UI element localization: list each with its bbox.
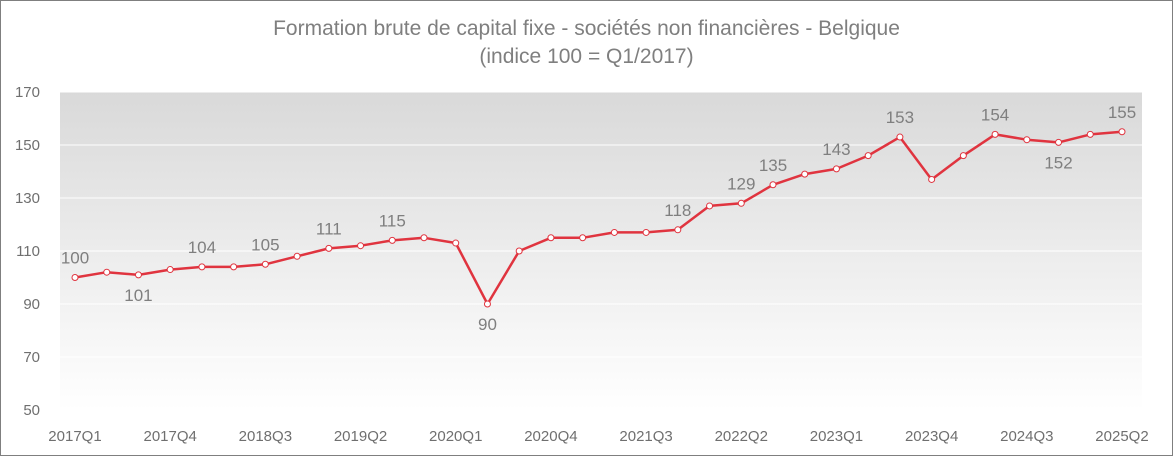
data-point: [579, 234, 587, 242]
data-point: [261, 260, 269, 268]
x-tick-label: 2025Q2: [1095, 428, 1148, 445]
data-label: 115: [379, 211, 406, 230]
data-point: [325, 244, 333, 252]
x-tick-label: 2019Q2: [334, 428, 387, 445]
data-point: [452, 239, 460, 247]
data-point: [230, 263, 238, 271]
data-label: 100: [61, 249, 89, 268]
y-tick-label: 110: [16, 243, 40, 260]
data-label: 152: [1044, 153, 1072, 172]
data-point: [801, 170, 809, 178]
data-point: [1118, 128, 1126, 136]
data-point: [483, 300, 491, 308]
x-tick-label: 2022Q2: [715, 428, 768, 445]
series-line: [74, 130, 1123, 306]
x-tick-label: 2020Q1: [429, 428, 482, 445]
data-point: [198, 263, 206, 271]
x-tick-label: 2020Q4: [524, 428, 577, 445]
data-point: [71, 274, 79, 281]
data-point: [610, 228, 618, 236]
y-tick-label: 90: [23, 296, 40, 313]
data-label: 101: [124, 286, 152, 305]
data-label: 105: [251, 235, 279, 254]
data-point: [674, 226, 682, 234]
data-label: 143: [822, 140, 850, 159]
data-point: [864, 152, 872, 160]
data-point: [991, 130, 999, 138]
data-point: [1086, 130, 1094, 138]
data-label: 155: [1108, 103, 1136, 122]
x-tick-label: 2021Q3: [619, 428, 672, 445]
x-tick-label: 2017Q1: [48, 428, 101, 445]
y-tick-label: 50: [23, 402, 40, 419]
data-point: [1023, 136, 1031, 144]
data-point: [515, 247, 523, 255]
data-label: 129: [727, 174, 755, 193]
data-label: 153: [886, 108, 914, 127]
data-label: 111: [316, 219, 342, 238]
y-tick-label: 150: [15, 137, 40, 154]
data-point: [769, 181, 777, 189]
data-point: [737, 199, 745, 207]
data-point: [547, 234, 555, 242]
data-point: [832, 165, 840, 173]
data-point: [706, 202, 714, 210]
y-tick-label: 170: [15, 84, 40, 101]
data-point: [928, 175, 936, 183]
x-tick-label: 2023Q1: [810, 428, 863, 445]
data-point: [896, 133, 904, 141]
x-tick-label: 2017Q4: [143, 428, 196, 445]
data-point: [388, 236, 396, 244]
data-label: 104: [188, 238, 216, 257]
data-point: [134, 271, 142, 279]
data-point: [103, 268, 111, 276]
data-label: 90: [478, 315, 497, 334]
chart-subtitle: (indice 100 = Q1/2017): [479, 45, 694, 68]
data-point: [293, 252, 301, 260]
data-point: [959, 152, 967, 160]
x-tick-label: 2023Q4: [905, 428, 958, 445]
data-label: 154: [981, 105, 1009, 124]
x-tick-label: 2024Q3: [1000, 428, 1053, 445]
data-point: [357, 242, 365, 250]
data-point: [166, 266, 174, 274]
data-label: 118: [664, 201, 691, 220]
data-point: [1055, 138, 1063, 146]
data-point: [642, 228, 650, 236]
y-tick-label: 70: [23, 349, 40, 366]
y-tick-label: 130: [15, 190, 40, 207]
chart-title: Formation brute de capital fixe - sociét…: [273, 17, 900, 40]
data-point: [420, 234, 428, 242]
data-label: 135: [759, 156, 787, 175]
x-tick-label: 2018Q3: [239, 428, 292, 445]
